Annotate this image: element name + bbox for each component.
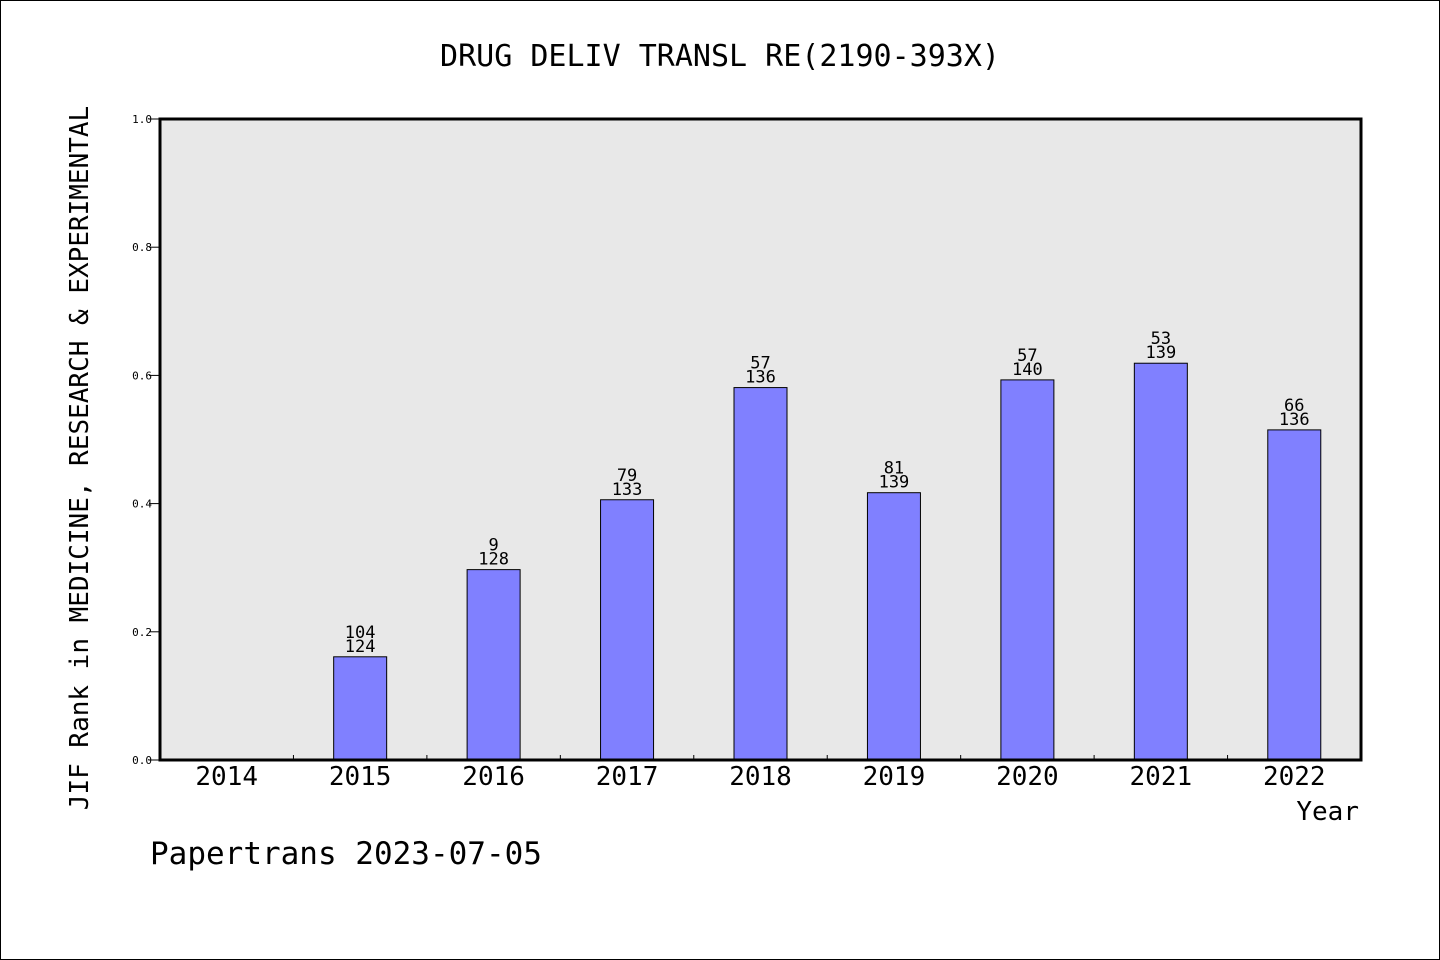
bar xyxy=(333,656,388,761)
bar xyxy=(1000,379,1055,761)
bar xyxy=(466,569,521,761)
bar-total-label: 136 xyxy=(1279,410,1310,430)
bar-total-label: 140 xyxy=(1012,360,1043,380)
bar-total-label: 139 xyxy=(1145,343,1176,363)
y-axis-label: JIF Rank in MEDICINE, RESEARCH & EXPERIM… xyxy=(65,106,95,810)
x-tick-label: 2021 xyxy=(1130,762,1193,792)
bar-rank-label: 81 xyxy=(884,459,904,479)
bar xyxy=(1267,429,1322,761)
bar-total-label: 128 xyxy=(478,550,509,570)
bar-rank-label: 104 xyxy=(345,623,376,643)
x-tick-label: 2020 xyxy=(996,762,1059,792)
bar-rank-label: 53 xyxy=(1151,329,1171,349)
y-tick-label: 0.6 xyxy=(132,369,152,382)
y-tick-label: 1.0 xyxy=(132,113,152,126)
bar-total-label: 124 xyxy=(345,637,376,657)
x-tick-label: 2022 xyxy=(1263,762,1326,792)
bar-rank-label: 79 xyxy=(617,466,637,486)
x-tick-label: 2017 xyxy=(596,762,659,792)
x-tick-label: 2014 xyxy=(195,762,258,792)
bar xyxy=(600,499,655,761)
y-tick-label: 0.2 xyxy=(132,626,152,639)
bar-rank-label: 57 xyxy=(750,354,770,374)
bar-total-label: 136 xyxy=(745,368,776,388)
y-tick-label: 0.0 xyxy=(132,754,152,767)
bar-rank-label: 9 xyxy=(488,536,498,556)
chart-title: DRUG DELIV TRANSL RE(2190-393X) xyxy=(440,39,1000,74)
plot-border xyxy=(158,117,1363,762)
x-tick-label: 2015 xyxy=(329,762,392,792)
ticks-layer: 0.0 0.2 0.4 0.6 0.8 1.0 2014 2015 2016 2017 2018 20… xyxy=(132,113,1325,792)
bar-rank-label: 66 xyxy=(1284,396,1304,416)
bar xyxy=(1133,362,1188,761)
x-tick-label: 2019 xyxy=(863,762,926,792)
x-tick-label: 2016 xyxy=(462,762,525,792)
y-tick-label: 0.4 xyxy=(132,498,152,511)
bar-rank-label: 57 xyxy=(1017,346,1037,366)
x-axis-label: Year xyxy=(1296,797,1359,827)
footer-credit: Papertrans 2023-07-05 xyxy=(150,836,542,872)
bar xyxy=(866,492,921,761)
x-tick-label: 2018 xyxy=(729,762,792,792)
bar-total-label: 139 xyxy=(879,473,910,493)
bar xyxy=(733,387,788,761)
bar-total-label: 133 xyxy=(612,480,643,500)
y-tick-label: 0.8 xyxy=(132,241,152,254)
